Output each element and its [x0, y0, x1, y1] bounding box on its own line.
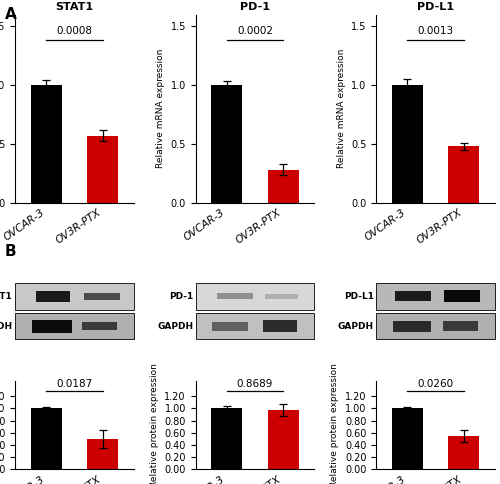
Bar — [30, 408, 62, 469]
Text: 0.8689: 0.8689 — [237, 379, 273, 389]
Bar — [448, 436, 480, 469]
Text: GAPDH: GAPDH — [338, 322, 374, 331]
Bar — [15, 283, 134, 310]
Title: PD-L1: PD-L1 — [417, 2, 454, 13]
Bar — [211, 85, 242, 202]
Bar — [84, 293, 120, 300]
Bar — [376, 283, 495, 310]
Text: 0.0008: 0.0008 — [56, 26, 92, 36]
Bar — [196, 313, 314, 339]
Text: 0.0013: 0.0013 — [418, 26, 454, 36]
Bar — [268, 410, 299, 469]
Text: STAT1: STAT1 — [0, 292, 12, 301]
Bar — [30, 85, 62, 202]
Bar — [376, 313, 495, 339]
Text: 0.0187: 0.0187 — [56, 379, 92, 389]
Bar — [196, 283, 314, 310]
Bar — [442, 321, 478, 332]
Text: PD-L1: PD-L1 — [344, 292, 374, 301]
Text: 0.0260: 0.0260 — [418, 379, 454, 389]
Bar — [15, 313, 134, 339]
Y-axis label: Relative mRNA expression: Relative mRNA expression — [336, 49, 345, 168]
Bar — [395, 291, 431, 302]
Bar — [444, 290, 480, 302]
Bar — [217, 293, 252, 299]
Bar — [32, 319, 72, 333]
Title: PD-1: PD-1 — [240, 2, 270, 13]
Bar — [264, 294, 298, 299]
Y-axis label: Relative mRNA expression: Relative mRNA expression — [156, 49, 165, 168]
Title: STAT1: STAT1 — [56, 2, 94, 13]
Text: GAPDH: GAPDH — [157, 322, 193, 331]
Bar — [87, 136, 118, 202]
Bar — [82, 322, 117, 331]
Bar — [392, 408, 423, 469]
Bar — [392, 85, 423, 202]
Text: 0.0002: 0.0002 — [237, 26, 273, 36]
Text: A: A — [5, 7, 17, 22]
Text: GAPDH: GAPDH — [0, 322, 12, 331]
Bar — [36, 290, 70, 302]
Bar — [211, 408, 242, 469]
Bar — [87, 439, 118, 469]
Bar — [212, 322, 248, 331]
Text: B: B — [5, 244, 16, 259]
Y-axis label: Relative protein expression: Relative protein expression — [330, 363, 340, 484]
Y-axis label: Relative protein expression: Relative protein expression — [150, 363, 159, 484]
Bar — [268, 169, 299, 202]
Text: PD-1: PD-1 — [169, 292, 193, 301]
Bar — [393, 320, 431, 332]
Bar — [264, 320, 296, 333]
Bar — [448, 146, 480, 202]
